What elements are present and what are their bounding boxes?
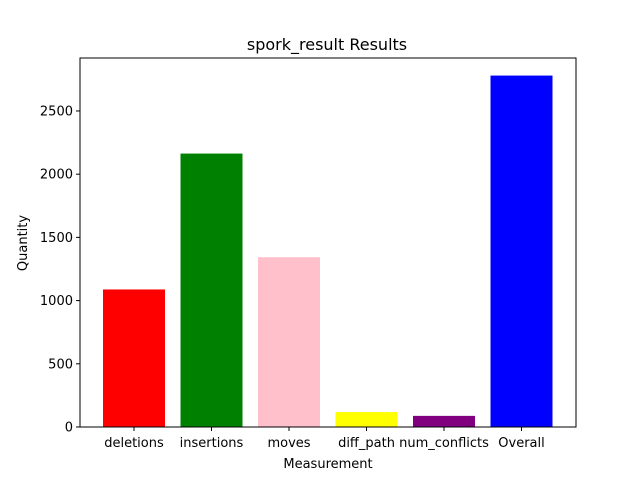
y-tick-label: 1500 [40,231,73,246]
x-tick-label: moves [267,436,310,451]
chart-title: spork_result Results [247,35,407,55]
x-tick-label: num_conflicts [399,436,489,451]
y-tick-label: 1000 [40,294,73,309]
x-tick-label: insertions [180,436,244,451]
bar-moves [258,257,320,427]
bar-diff-path [335,412,398,427]
x-tick-label: Overall [498,436,544,451]
y-tick-label: 500 [48,357,73,372]
y-axis-label: Quantity [16,215,31,271]
bars-group [103,75,553,428]
plot-frame [79,57,577,428]
y-tick-label: 2500 [40,104,73,119]
x-axis-ticks: deletions insertions moves diff_path num_con… [104,427,545,451]
y-tick-label: 0 [65,421,73,436]
bar-overall [490,75,553,428]
bar-deletions [103,289,165,427]
x-tick-label: deletions [104,436,164,451]
bar-num-conflicts [413,415,475,427]
x-tick-label: diff_path [338,436,395,451]
y-tick-label: 2000 [40,168,73,183]
x-axis-label: Measurement [283,457,372,472]
y-axis-ticks: 0 500 1000 1500 2000 2500 [40,104,80,436]
bar-insertions [180,153,243,427]
